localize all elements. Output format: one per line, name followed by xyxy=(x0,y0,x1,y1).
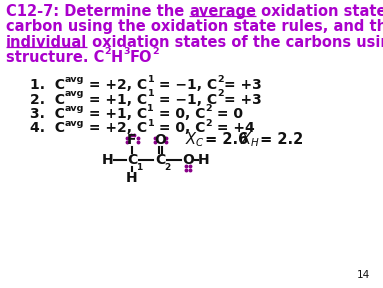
Text: 1: 1 xyxy=(147,104,154,113)
Text: $X_C$: $X_C$ xyxy=(185,131,205,149)
Text: = 2.2: = 2.2 xyxy=(255,132,303,147)
Text: = +1, C: = +1, C xyxy=(84,107,147,121)
Text: 1: 1 xyxy=(147,90,154,98)
Text: 4.  C: 4. C xyxy=(30,122,65,135)
Text: 2: 2 xyxy=(217,75,224,84)
Text: avg: avg xyxy=(65,90,84,98)
Text: 2: 2 xyxy=(165,163,171,172)
Text: 2: 2 xyxy=(206,118,212,128)
Text: structure. C: structure. C xyxy=(6,50,105,65)
Text: F: F xyxy=(127,133,137,147)
Text: FO: FO xyxy=(130,50,152,65)
Text: 3: 3 xyxy=(123,47,130,56)
Text: = −1, C: = −1, C xyxy=(154,78,217,92)
Text: 2: 2 xyxy=(152,47,159,56)
Text: = +4: = +4 xyxy=(212,122,255,135)
Text: C: C xyxy=(155,153,165,167)
Text: individual: individual xyxy=(6,35,87,50)
Text: = 0, C: = 0, C xyxy=(154,107,205,121)
Text: 14: 14 xyxy=(357,270,370,280)
Text: 1.  C: 1. C xyxy=(30,78,65,92)
Text: = +3: = +3 xyxy=(224,78,262,92)
Text: = +2, C: = +2, C xyxy=(84,122,147,135)
Text: = 0: = 0 xyxy=(212,107,243,121)
Text: oxidation states of the carbons using: oxidation states of the carbons using xyxy=(87,35,383,50)
Text: O: O xyxy=(154,133,166,147)
Text: avg: avg xyxy=(65,75,84,84)
Text: carbon using the oxidation state rules, and the: carbon using the oxidation state rules, … xyxy=(6,20,383,35)
Text: H: H xyxy=(198,153,210,167)
Text: 1: 1 xyxy=(136,163,143,172)
Text: 2: 2 xyxy=(217,90,224,98)
Text: 1: 1 xyxy=(147,75,154,84)
Text: oxidation state of: oxidation state of xyxy=(256,4,383,19)
Text: 2.  C: 2. C xyxy=(30,92,65,107)
Text: C: C xyxy=(127,153,137,167)
Text: = +1, C: = +1, C xyxy=(84,92,147,107)
Text: = +3: = +3 xyxy=(224,92,262,107)
Text: $X_H$: $X_H$ xyxy=(240,131,260,149)
Text: avg: avg xyxy=(65,118,84,128)
Text: = 0, C: = 0, C xyxy=(154,122,206,135)
Text: 1: 1 xyxy=(147,118,154,128)
Text: average: average xyxy=(189,4,256,19)
Text: avg: avg xyxy=(65,104,84,113)
Text: H: H xyxy=(111,50,123,65)
Text: H: H xyxy=(126,171,138,185)
Text: 2: 2 xyxy=(105,47,111,56)
Text: H: H xyxy=(102,153,114,167)
Text: 3.  C: 3. C xyxy=(30,107,65,121)
Text: O: O xyxy=(182,153,194,167)
Text: C12-7: Determine the: C12-7: Determine the xyxy=(6,4,189,19)
Text: = −1, C: = −1, C xyxy=(154,92,217,107)
Text: = 2.6: = 2.6 xyxy=(200,132,248,147)
Text: 2: 2 xyxy=(205,104,212,113)
Text: = +2, C: = +2, C xyxy=(84,78,147,92)
